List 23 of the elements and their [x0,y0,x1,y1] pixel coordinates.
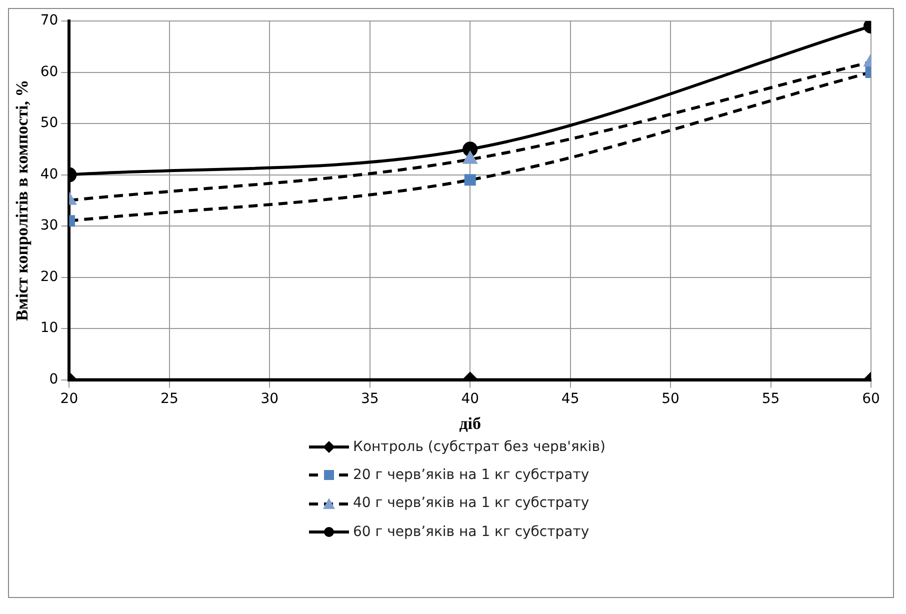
x-tick-label: 40 [461,390,480,407]
x-tick-label: 25 [160,390,178,407]
y-tick-label: 30 [40,218,58,234]
x-tick-label: 30 [260,390,279,407]
legend-label: 40 г черв’яків на 1 кг субстрату [353,495,590,512]
legend-label: 20 г черв’яків на 1 кг субстрату [353,467,590,484]
y-axis-title: Вміст копролітів в компості, % [12,80,32,322]
x-tick-label: 60 [862,390,880,407]
x-tick-label: 35 [360,390,379,407]
legend-label: Контроль (субстрат без черв'яків) [353,439,606,455]
y-tick-label: 10 [40,320,58,336]
y-tick-label: 50 [40,115,58,132]
y-tick-label: 40 [40,166,58,182]
x-tick-label: 20 [60,390,78,407]
legend-label: 60 г черв’яків на 1 кг субстрату [353,524,590,540]
y-tick-label: 20 [40,268,58,285]
x-axis-title: діб [459,414,482,434]
y-tick-label: 60 [40,64,58,80]
x-tick-label: 45 [561,390,580,407]
y-tick-label: 70 [40,12,58,29]
x-tick-label: 50 [662,390,680,407]
y-tick-label: 0 [49,371,58,388]
x-tick-label: 55 [762,390,780,407]
